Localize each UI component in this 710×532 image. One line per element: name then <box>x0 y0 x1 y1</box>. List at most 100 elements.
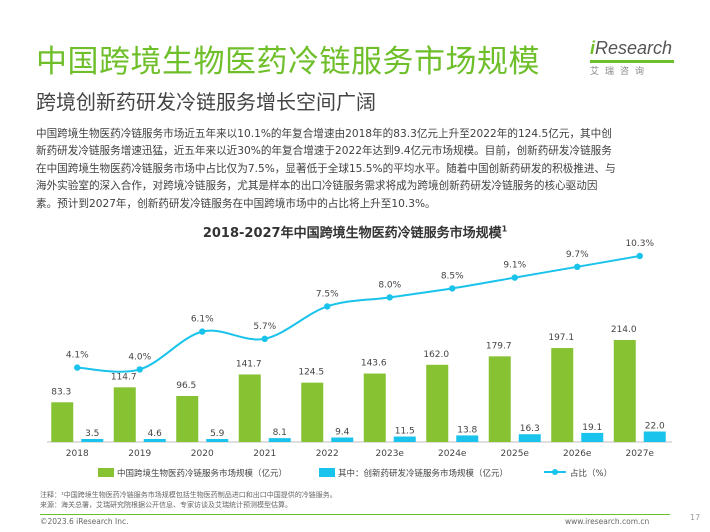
share-label: 10.3% <box>625 239 654 249</box>
logo-underline <box>590 60 674 63</box>
summary-line: 素。预计到2027年，创新药研发冷链服务在中国跨境市场中的占比将上升至10.3%… <box>36 197 436 210</box>
share-point <box>261 335 268 342</box>
page-title: 中国跨境生物医药冷链服务市场规模 <box>36 44 540 80</box>
legend-label-innovative: 其中：创新药研发冷链服务市场规模（亿元） <box>338 468 508 479</box>
bar-total-market <box>176 396 199 442</box>
page-subtitle: 跨境创新药研发冷链服务增长空间广阔 <box>36 90 376 114</box>
copyright: ©2023.6 iResearch Inc. <box>40 517 129 526</box>
footer-divider <box>40 514 670 515</box>
x-tick-label: 2019 <box>128 449 151 459</box>
share-point <box>136 366 143 373</box>
bar-total-market <box>238 374 261 442</box>
logo-research: Research <box>595 38 673 58</box>
bar-innovative-drug <box>643 431 666 442</box>
bar-total-label: 143.6 <box>361 359 387 369</box>
bar-innovative-label: 16.3 <box>520 424 540 434</box>
bar-total-market <box>113 387 136 442</box>
x-tick-label: 2022 <box>316 449 339 459</box>
share-point <box>574 263 581 270</box>
bar-innovative-drug <box>456 435 479 442</box>
x-tick-label: 2023e <box>376 449 405 459</box>
share-label: 9.1% <box>503 261 526 271</box>
bar-total-label: 114.7 <box>111 372 137 382</box>
summary-line: 海外实验室的深入合作，对跨境冷链服务，尤其是样本的出口冷链服务需求将成为跨境创新… <box>36 180 598 193</box>
bar-innovative-label: 11.5 <box>395 427 415 437</box>
share-label: 8.0% <box>378 280 401 290</box>
chart-title-footnote-mark: 1 <box>501 224 508 234</box>
bar-innovative-label: 13.8 <box>457 425 477 435</box>
bar-innovative-drug <box>81 439 104 442</box>
bar-innovative-drug <box>143 439 166 442</box>
share-point <box>636 252 643 260</box>
bar-innovative-label: 5.9 <box>210 429 225 439</box>
bar-total-market <box>301 382 324 442</box>
bar-innovative-label: 4.6 <box>148 429 163 439</box>
share-point <box>511 274 518 281</box>
iresearch-logo: iResearch 艾瑞咨询 <box>590 38 685 84</box>
chart-title: 2018-2027年中国跨境生物医药冷链服务市场规模1 <box>0 222 710 241</box>
logo-i: i <box>590 38 596 58</box>
bar-total-label: 179.7 <box>486 341 512 351</box>
summary-line: 新药研发冷链服务增速迅猛，近五年来以近30%的年复合增速于2022年达到9.4亿… <box>36 145 612 158</box>
logo-subtitle: 艾瑞咨询 <box>590 67 651 77</box>
bar-total-market <box>51 402 74 442</box>
bar-total-label: 141.7 <box>236 359 262 369</box>
bar-total-market <box>551 348 574 442</box>
bar-total-label: 214.0 <box>611 325 637 335</box>
chart-title-text: 2018-2027年中国跨境生物医药冷链服务市场规模 <box>202 226 502 241</box>
bar-innovative-label: 9.4 <box>335 428 350 438</box>
bar-innovative-drug <box>206 439 229 442</box>
bar-total-market <box>363 373 386 442</box>
bar-total-market <box>613 340 636 442</box>
bar-total-label: 162.0 <box>423 350 449 360</box>
bar-total-label: 197.1 <box>548 333 574 343</box>
logo-wordmark: iResearch <box>590 38 672 59</box>
x-tick-label: 2026e <box>563 449 592 459</box>
share-point <box>449 285 456 292</box>
share-label: 5.7% <box>253 322 276 332</box>
bar-total-market <box>426 364 449 442</box>
footnote-note: 注释：¹中国跨境生物医药冷链服务市场规模包括生物医药制品进口和出口中国提供的冷链… <box>40 491 337 499</box>
legend-label-total: 中国跨境生物医药冷链服务市场规模（亿元） <box>117 468 287 479</box>
x-tick-label: 2025e <box>501 449 530 459</box>
legend-label-share: 占比（%） <box>570 468 612 479</box>
share-point <box>199 328 206 335</box>
bar-innovative-drug <box>393 436 416 442</box>
page-number: 17 <box>690 513 701 522</box>
legend-swatch-innovative <box>319 468 335 477</box>
x-tick-label: 2024e <box>438 449 467 459</box>
legend-swatch-total <box>98 468 114 477</box>
share-label: 8.5% <box>441 271 464 281</box>
bar-total-label: 124.5 <box>298 368 324 378</box>
bar-total-label: 96.5 <box>176 381 196 391</box>
legend-marker-share <box>552 469 558 475</box>
share-label: 6.1% <box>191 315 214 325</box>
bar-innovative-label: 22.0 <box>645 422 665 432</box>
x-tick-label: 2027e <box>626 449 655 459</box>
share-label: 7.5% <box>316 289 339 299</box>
bar-total-label: 83.3 <box>51 387 71 397</box>
footnote: 注释：¹中国跨境生物医药冷链服务市场规模包括生物医药制品进口和出口中国提供的冷链… <box>40 491 337 510</box>
share-label: 9.7% <box>566 250 589 260</box>
bar-innovative-label: 3.5 <box>85 429 99 439</box>
bar-total-market <box>488 356 511 442</box>
share-point <box>324 303 331 310</box>
bar-innovative-label: 19.1 <box>582 423 602 433</box>
bar-innovative-drug <box>518 434 541 442</box>
footnote-source: 来源：海关总署，艾瑞研究院根据公开信息、专家访谈及艾瑞统计预测模型估算。 <box>40 500 292 509</box>
bar-innovative-drug <box>331 437 354 442</box>
x-tick-label: 2020 <box>191 449 214 459</box>
share-line <box>77 255 640 373</box>
x-tick-label: 2021 <box>253 449 276 459</box>
summary-line: 中国跨境生物医药冷链服务市场近五年来以10.1%的年复合增速由2018年的83.… <box>36 128 612 140</box>
x-tick-label: 2018 <box>66 449 89 459</box>
bar-innovative-drug <box>581 432 604 442</box>
share-point <box>74 364 81 371</box>
summary-line: 在中国跨境生物医药冷链服务市场中占比仅为7.5%，显著低于全球15.5%的平均水… <box>36 162 616 175</box>
bar-innovative-label: 8.1 <box>273 428 287 438</box>
summary-paragraph: 中国跨境生物医药冷链服务市场近五年来以10.1%的年复合增速由2018年的83.… <box>36 126 696 213</box>
bar-innovative-drug <box>268 438 291 442</box>
share-label: 4.0% <box>128 352 151 362</box>
share-label: 4.1% <box>66 351 89 361</box>
